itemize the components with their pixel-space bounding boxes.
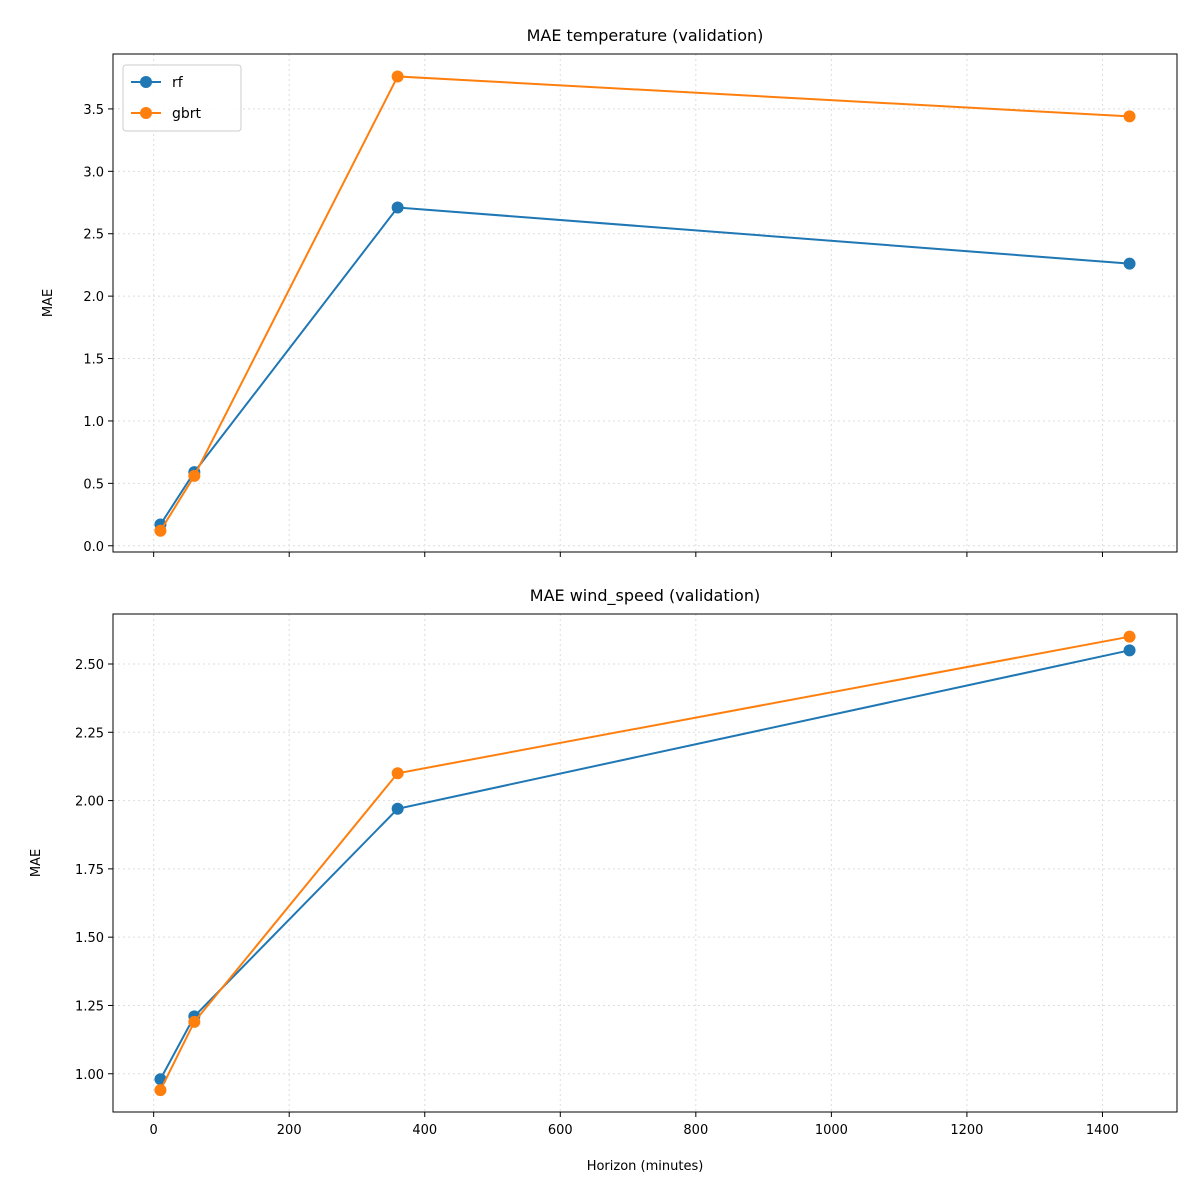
data-point-gbrt xyxy=(188,469,201,482)
x-tick-label: 600 xyxy=(548,1123,573,1138)
y-tick-label: 1.0 xyxy=(83,415,104,430)
axes-frame xyxy=(112,53,1178,553)
series-line-rf xyxy=(159,649,1130,1080)
y-tick-label: 2.5 xyxy=(83,228,104,243)
x-tick-label: 1000 xyxy=(815,1123,848,1138)
x-tick-label: 1200 xyxy=(950,1123,983,1138)
data-point-gbrt xyxy=(154,524,167,537)
series-line-rf xyxy=(159,206,1130,526)
data-point-gbrt xyxy=(188,1015,201,1028)
y-tick-label: 2.50 xyxy=(75,658,104,673)
x-tick-label: 200 xyxy=(277,1123,302,1138)
x-tick-label: 0 xyxy=(150,1123,158,1138)
y-tick-label: 0.0 xyxy=(83,540,104,555)
legend: rf gbrt xyxy=(122,64,242,132)
legend-label-rf: rf xyxy=(172,75,184,91)
y-tick-label: 1.00 xyxy=(75,1068,104,1083)
data-point-gbrt xyxy=(391,70,404,83)
data-point-gbrt xyxy=(1123,110,1136,123)
series-line-gbrt xyxy=(159,635,1130,1091)
x-tick-label: 400 xyxy=(412,1123,437,1138)
legend-marker-gbrt xyxy=(140,107,152,119)
series-line-gbrt xyxy=(159,75,1130,532)
y-tick-label: 1.25 xyxy=(75,999,104,1014)
y-tick-label: 2.0 xyxy=(83,290,104,305)
x-axis-label: Horizon (minutes) xyxy=(587,1159,704,1174)
y-axis-label: MAE xyxy=(41,289,56,317)
y-tick-label: 3.5 xyxy=(83,103,104,118)
legend-marker-rf xyxy=(140,76,152,88)
data-point-rf xyxy=(391,201,404,214)
data-point-rf xyxy=(391,802,404,815)
y-tick-label: 3.0 xyxy=(83,165,104,180)
y-axis-label: MAE xyxy=(29,849,44,877)
axes-frame xyxy=(112,613,1178,1113)
y-tick-label: 2.00 xyxy=(75,795,104,810)
y-tick-label: 2.25 xyxy=(75,726,104,741)
chart-title: MAE temperature (validation) xyxy=(527,26,764,45)
y-tick-label: 1.5 xyxy=(83,353,104,368)
data-point-gbrt xyxy=(391,767,404,780)
data-point-gbrt xyxy=(154,1084,167,1097)
data-point-rf xyxy=(1123,644,1136,657)
subplot-2: 0 200 400 600 800 1000 1200 1400 1.00 1.25 1.50 1.7… xyxy=(29,586,1178,1174)
y-tick-label: 1.50 xyxy=(75,931,104,946)
chart-title: MAE wind_speed (validation) xyxy=(530,586,760,606)
data-point-gbrt xyxy=(1123,630,1136,643)
y-tick-label: 1.75 xyxy=(75,863,104,878)
x-tick-label: 1400 xyxy=(1086,1123,1119,1138)
data-point-rf xyxy=(1123,257,1136,270)
legend-label-gbrt: gbrt xyxy=(172,106,202,122)
y-tick-label: 0.5 xyxy=(83,477,104,492)
subplot-1: 0.0 0.5 1.0 1.5 2.0 2.5 3.0 3.5 MAE temperature … xyxy=(41,26,1178,557)
x-tick-label: 800 xyxy=(683,1123,708,1138)
